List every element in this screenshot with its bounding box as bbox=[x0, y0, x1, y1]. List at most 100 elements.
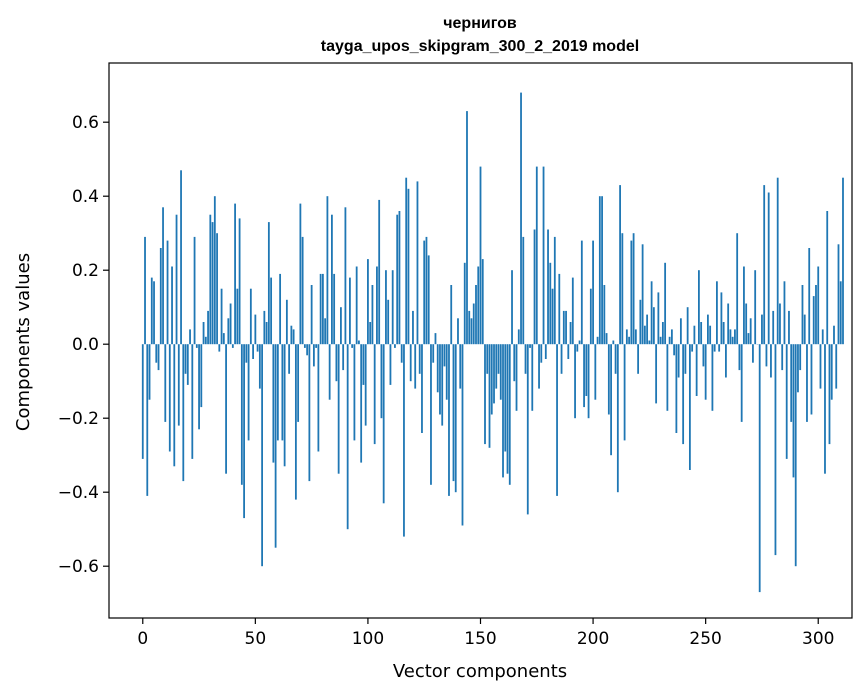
bar bbox=[693, 325, 696, 345]
bar bbox=[385, 270, 387, 345]
bar bbox=[407, 188, 410, 345]
bar bbox=[423, 240, 426, 345]
bar bbox=[513, 344, 516, 382]
bar bbox=[146, 344, 149, 496]
bar bbox=[686, 307, 689, 345]
bar bbox=[560, 344, 563, 374]
x-tick-label: 250 bbox=[689, 629, 721, 649]
bar bbox=[400, 344, 403, 363]
bar bbox=[459, 344, 462, 389]
bar bbox=[562, 310, 565, 345]
bar bbox=[195, 344, 198, 348]
bar bbox=[607, 344, 610, 415]
bar bbox=[421, 344, 423, 433]
bar bbox=[168, 344, 171, 452]
bar bbox=[619, 185, 621, 345]
bar bbox=[634, 329, 637, 345]
bar bbox=[763, 185, 766, 345]
bar bbox=[270, 277, 273, 345]
bar bbox=[182, 344, 185, 482]
bar bbox=[799, 344, 802, 371]
bar bbox=[661, 322, 664, 345]
bar bbox=[310, 285, 313, 345]
bar bbox=[553, 236, 556, 345]
bar bbox=[623, 344, 626, 441]
bar bbox=[580, 240, 583, 345]
x-tick-label: 100 bbox=[352, 629, 384, 649]
bar bbox=[792, 344, 795, 478]
bar bbox=[358, 340, 360, 345]
bar bbox=[484, 344, 486, 445]
bar bbox=[731, 336, 734, 345]
bar bbox=[538, 344, 540, 389]
bar bbox=[236, 288, 239, 345]
bar bbox=[522, 236, 525, 345]
bar bbox=[153, 281, 155, 345]
bar bbox=[416, 181, 419, 345]
bar bbox=[779, 303, 781, 345]
bar bbox=[272, 344, 275, 463]
bar bbox=[677, 344, 680, 378]
bar bbox=[770, 344, 772, 378]
bar bbox=[349, 277, 351, 345]
bar bbox=[418, 344, 421, 374]
bar bbox=[175, 214, 178, 345]
bar bbox=[725, 344, 727, 378]
bar bbox=[243, 344, 245, 519]
bar bbox=[234, 203, 236, 345]
bar bbox=[520, 92, 522, 345]
bar bbox=[276, 344, 279, 441]
bar bbox=[583, 344, 585, 408]
bar bbox=[720, 292, 723, 345]
bar bbox=[364, 344, 367, 426]
bar bbox=[376, 266, 378, 345]
bar bbox=[225, 344, 227, 474]
bar bbox=[436, 344, 439, 393]
bar bbox=[285, 299, 288, 345]
bar bbox=[216, 233, 218, 345]
bar bbox=[263, 310, 266, 345]
bar bbox=[457, 318, 459, 345]
bar bbox=[702, 344, 705, 367]
x-tick-label: 0 bbox=[137, 629, 148, 649]
bar bbox=[360, 344, 363, 463]
bar bbox=[648, 340, 651, 345]
bar bbox=[340, 307, 342, 345]
bar bbox=[353, 344, 356, 441]
bar bbox=[346, 344, 349, 530]
bar bbox=[267, 222, 270, 345]
bar bbox=[144, 236, 146, 345]
bar bbox=[819, 344, 822, 389]
y-tick-label: 0.6 bbox=[72, 113, 99, 133]
bar bbox=[324, 318, 327, 345]
bar bbox=[281, 344, 284, 441]
x-axis-label: Vector components bbox=[393, 661, 567, 682]
bar bbox=[427, 255, 430, 345]
y-tick-label: 0.2 bbox=[72, 261, 99, 281]
bar bbox=[628, 336, 630, 345]
x-tick-label: 50 bbox=[245, 629, 267, 649]
bar bbox=[479, 166, 482, 345]
bar bbox=[785, 344, 788, 459]
bar bbox=[688, 344, 691, 470]
bar bbox=[499, 344, 502, 400]
bar bbox=[781, 344, 784, 371]
bar bbox=[806, 344, 808, 422]
bar bbox=[682, 344, 685, 445]
bar bbox=[508, 344, 511, 485]
bar bbox=[650, 281, 653, 345]
bar bbox=[673, 344, 676, 356]
bar bbox=[430, 344, 432, 485]
bar bbox=[367, 259, 369, 345]
bar bbox=[810, 344, 813, 415]
bar bbox=[382, 344, 385, 504]
bar bbox=[362, 344, 365, 385]
bar bbox=[711, 344, 714, 411]
bar bbox=[213, 196, 216, 345]
bar bbox=[403, 344, 405, 537]
bar bbox=[434, 333, 437, 345]
bar bbox=[249, 288, 252, 345]
bar bbox=[227, 318, 230, 345]
bar bbox=[391, 270, 394, 345]
bar bbox=[695, 344, 698, 396]
